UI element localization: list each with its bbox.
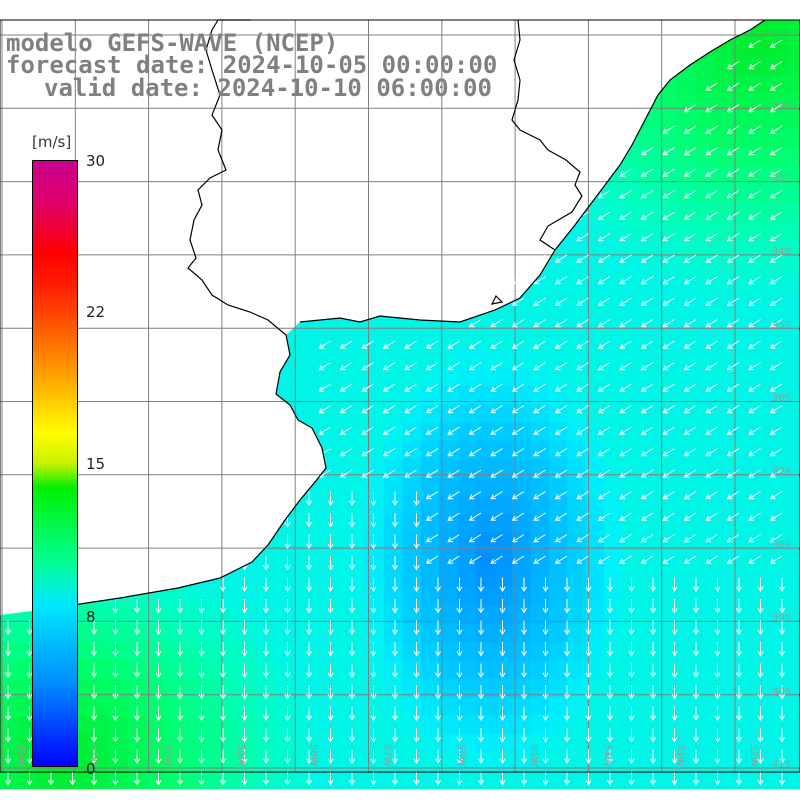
lon-label: 58W	[308, 744, 319, 767]
land-mass	[0, 20, 765, 615]
lat-label: 35S	[772, 320, 791, 331]
lat-label: 32S	[772, 100, 791, 111]
lon-label: 59W	[235, 744, 246, 767]
lat-label: 33S	[772, 173, 791, 184]
longitude-labels: 62W 61W 60W 59W 58W 57W 56W 55W 54W 53W 52W	[15, 744, 759, 767]
map-frame	[0, 19, 800, 773]
map-title-model: modelo GEFS-WAVE (NCEP)	[6, 29, 339, 57]
lon-label: 52W	[748, 744, 759, 767]
colorbar-tick-0: 0	[86, 760, 96, 778]
lon-label: 57W	[382, 744, 393, 767]
lon-label: 60W	[162, 744, 173, 767]
lat-label: 39S	[772, 613, 791, 624]
colorbar-tick-8: 8	[86, 608, 96, 626]
colorbar-tick-22: 22	[86, 303, 106, 321]
forecast-date-label: forecast date: 2024-10-05 00:00:00	[6, 51, 498, 79]
lat-label: 40S	[772, 686, 791, 697]
colorbar	[32, 160, 78, 767]
lat-label: 38S	[772, 540, 791, 551]
valid-date-label: valid date: 2024-10-10 06:00:00	[44, 74, 492, 102]
lon-label: 53W	[675, 744, 686, 767]
lat-label: 41S	[772, 760, 791, 771]
lat-label: 36S	[772, 393, 791, 404]
lon-label: 54W	[601, 744, 612, 767]
lon-label: 62W	[15, 744, 26, 767]
lon-label: 55W	[528, 744, 539, 767]
land-uruguay-brazil	[188, 20, 765, 335]
lat-label: 37S	[772, 467, 791, 478]
latitude-labels: 32S 33S 34S 35S 36S 37S 38S 39S 40S 41S	[772, 100, 791, 771]
colorbar-unit-label: [m/s]	[32, 133, 72, 151]
land-argentina	[0, 20, 326, 615]
wind-arrows	[4, 39, 786, 786]
lon-label: 61W	[88, 744, 99, 767]
colorbar-tick-15: 15	[86, 455, 106, 473]
colorbar-tick-30: 30	[86, 152, 106, 170]
lat-label: 34S	[772, 247, 791, 258]
lon-label: 56W	[455, 744, 466, 767]
